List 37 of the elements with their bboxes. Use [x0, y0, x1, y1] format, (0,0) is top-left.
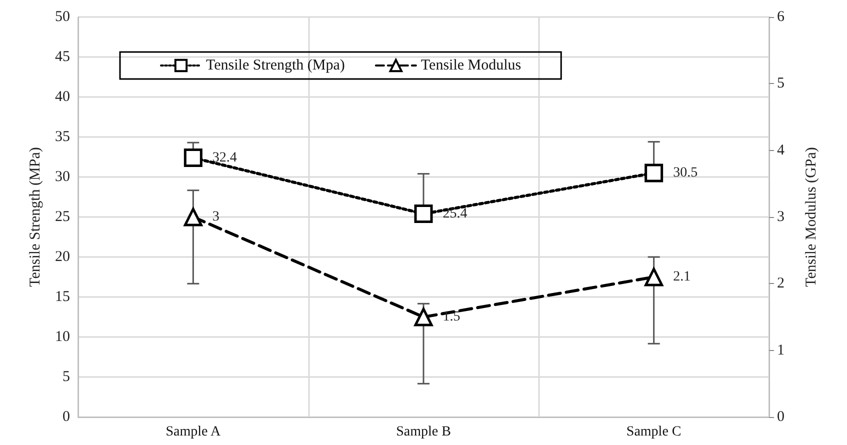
data-label: 3	[212, 210, 220, 224]
y-tick-label: 35	[55, 129, 70, 145]
y-tick-label: 20	[55, 249, 70, 265]
y2-tick-label: 1	[777, 342, 784, 358]
legend-label: Tensile Modulus	[420, 58, 522, 74]
y2-tick-label: 0	[777, 409, 784, 425]
point	[414, 204, 433, 224]
y2-tick-label: 5	[777, 76, 784, 92]
y-tick-label: 15	[55, 289, 70, 305]
y-tick-label: 45	[55, 49, 70, 65]
data-label: 32.4	[212, 150, 237, 166]
y-tick-label: 5	[62, 369, 70, 385]
y-axis-title: Tensile Strength (MPa)	[28, 147, 44, 287]
point	[414, 308, 433, 326]
point	[644, 164, 664, 182]
x-tick-label: Sample B	[396, 424, 451, 440]
y-tick-label: 50	[55, 9, 70, 25]
x-tick-label: Sample C	[626, 424, 682, 440]
point	[184, 148, 202, 168]
point	[184, 208, 202, 226]
point	[644, 268, 664, 286]
legend-label: Tensile Strength (Mpa)	[206, 58, 345, 74]
x-tick-label: Sample A	[166, 424, 222, 440]
y2-tick-label: 2	[777, 276, 784, 292]
data-label: 2.1	[673, 270, 691, 284]
data-label: 30.5	[673, 166, 698, 180]
data-label: 25.4	[442, 206, 468, 222]
y2-tick-label: 3	[777, 209, 784, 225]
y-tick-label: 40	[55, 89, 70, 105]
y2-axis-title: Tensile Modulus (GPa)	[804, 147, 820, 287]
y-tick-label: 10	[55, 329, 70, 345]
y-tick-label: 30	[55, 169, 70, 185]
y-tick-label: 25	[55, 209, 70, 225]
y2-tick-label: 6	[777, 9, 785, 25]
y-tick-label: 0	[62, 409, 70, 425]
data-label: 1.5	[442, 310, 460, 324]
y2-tick-label: 4	[777, 142, 785, 158]
